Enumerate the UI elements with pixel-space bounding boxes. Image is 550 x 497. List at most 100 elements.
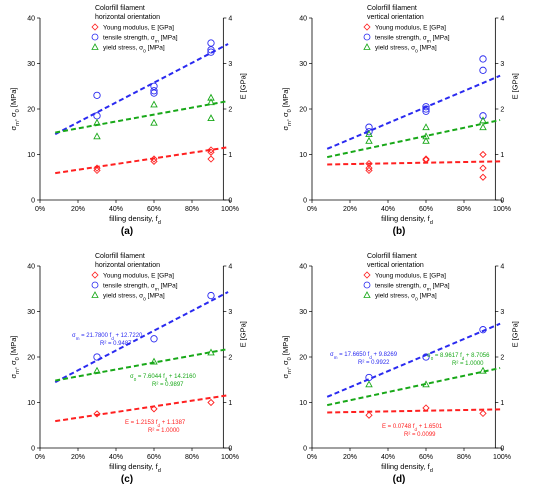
point-yield (207, 98, 215, 106)
y2-tick-label: 0 (500, 446, 504, 453)
y-axis-label: σm, σ0 [MPa] (281, 88, 293, 131)
x-tick-label: 100% (493, 454, 511, 461)
legend-marker-tensile (363, 33, 371, 41)
chart-title-line2: horizontal orientation (95, 262, 160, 269)
equation-tensile: σm = 17.6650 fd + 9.8269 (330, 352, 398, 360)
point-yield (93, 132, 101, 140)
y2-tick-label: 0 (500, 198, 504, 205)
y2-axis-label: E [GPa] (238, 321, 247, 347)
legend-label-young: Young modulus, E [GPa] (375, 25, 446, 32)
legend-label-yield: yield stress, σ0 [MPa] (375, 45, 437, 55)
y2-tick-label: 4 (228, 16, 232, 23)
fit-line-yield (55, 348, 229, 382)
fit-line-tensile (326, 322, 501, 398)
y2-tick-label: 1 (500, 400, 504, 407)
point-young (93, 164, 101, 172)
x-tick-label: 0% (307, 454, 317, 461)
y2-tick-label: 2 (500, 107, 504, 114)
point-young (207, 155, 215, 163)
point-tensile (150, 335, 158, 343)
x-tick-label: 60% (419, 454, 433, 461)
equation-yield: σ0 = 7.6044 fd + 14.2160 (130, 374, 196, 382)
y2-axis-label: E [GPa] (238, 73, 247, 99)
x-tick-label: 60% (419, 206, 433, 213)
point-tensile (207, 48, 215, 56)
chart-title-line2: vertical orientation (367, 14, 424, 21)
point-tensile (479, 112, 487, 120)
fit-line-young (55, 146, 229, 175)
fit-line-yield (326, 367, 501, 407)
legend-marker-young (363, 23, 371, 31)
chart-panel-b: 0% 20% 40% 60% 80% 100%01020304001234filling … (281, 5, 519, 237)
legend-label-yield: yield stress, σ0 [MPa] (103, 45, 165, 55)
equation-young: E = 0.0748 fd + 1.6501 (382, 424, 443, 432)
r2-tensile: R² = 0.9922 (358, 360, 390, 366)
x-tick-label: 40% (381, 206, 395, 213)
panel-caption: (a) (121, 226, 133, 237)
r2-young: R² = 1.0000 (148, 428, 180, 434)
x-axis-label: filling density, fd (109, 214, 161, 226)
y-tick-label: 40 (27, 16, 35, 23)
point-yield (93, 118, 101, 126)
y-tick-label: 30 (27, 61, 35, 68)
legend: Young modulus, E [GPa] tensile strength, … (363, 271, 450, 302)
legend-marker-yield (91, 43, 99, 50)
y2-tick-label: 2 (228, 107, 232, 114)
legend-marker-tensile (91, 281, 99, 289)
chart-title-line1: Colorfill filament (95, 253, 145, 260)
point-yield (422, 123, 430, 131)
y-tick-label: 10 (27, 400, 35, 407)
point-young (479, 164, 487, 172)
fit-line-young (327, 408, 501, 414)
legend-label-tensile: tensile strength, σm [MPa] (375, 283, 450, 293)
y-tick-label: 10 (299, 152, 307, 159)
y-tick-label: 20 (27, 107, 35, 114)
y-axis-label: σm, σ0 [MPa] (9, 336, 21, 379)
x-tick-label: 80% (185, 454, 199, 461)
legend-label-tensile: tensile strength, σm [MPa] (103, 35, 178, 45)
point-tensile (422, 353, 430, 361)
point-young (207, 146, 215, 154)
point-young (365, 166, 373, 175)
point-yield (207, 348, 215, 356)
y2-tick-label: 4 (228, 264, 232, 271)
r2-tensile: R² = 0.9487 (100, 341, 132, 347)
y2-tick-label: 4 (500, 264, 504, 271)
y2-tick-label: 0 (228, 446, 232, 453)
y-tick-label: 30 (299, 61, 307, 68)
y-tick-label: 20 (299, 355, 307, 362)
x-tick-label: 100% (493, 206, 511, 213)
x-tick-label: 40% (109, 454, 123, 461)
y-tick-label: 40 (299, 264, 307, 271)
x-tick-label: 20% (71, 206, 85, 213)
chart-title-line2: horizontal orientation (95, 14, 160, 21)
legend-marker-tensile (363, 281, 371, 289)
y-tick-label: 20 (299, 107, 307, 114)
legend-marker-young (91, 23, 99, 31)
point-yield (150, 118, 158, 126)
x-tick-label: 80% (457, 454, 471, 461)
point-young (207, 398, 215, 407)
x-tick-label: 20% (343, 206, 357, 213)
point-yield (150, 100, 158, 108)
y-tick-label: 40 (27, 264, 35, 271)
y2-tick-label: 3 (500, 61, 504, 68)
y2-tick-label: 3 (228, 61, 232, 68)
fit-line-tensile (54, 291, 229, 384)
point-tensile (479, 55, 487, 63)
point-young (422, 404, 430, 412)
x-tick-label: 100% (221, 454, 239, 461)
x-tick-label: 40% (381, 454, 395, 461)
equation-yield: σ0 = 8.9617 fd + 8.7056 (427, 353, 490, 361)
point-tensile (479, 326, 487, 334)
x-tick-label: 60% (147, 454, 161, 461)
chart-title-line2: vertical orientation (367, 262, 424, 269)
y-axis-label: σm, σ0 [MPa] (281, 336, 293, 379)
y-tick-label: 0 (303, 446, 307, 453)
x-tick-label: 20% (343, 454, 357, 461)
x-tick-label: 100% (221, 206, 239, 213)
y-tick-label: 0 (31, 446, 35, 453)
legend-marker-young (91, 271, 99, 279)
point-young (150, 157, 158, 165)
y2-tick-label: 1 (228, 152, 232, 159)
